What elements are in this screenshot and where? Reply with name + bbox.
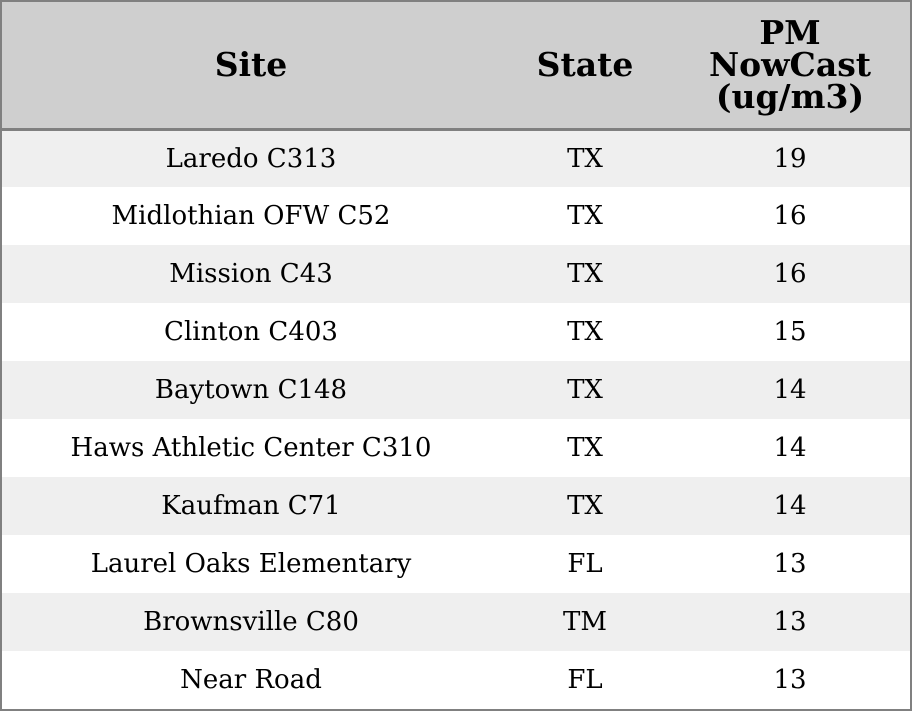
cell-state: TX	[567, 491, 603, 521]
cell-pm: 13	[773, 549, 807, 579]
cell-pm: 16	[773, 259, 807, 289]
header-pm-nowcast: PM NowCast (ug/m3)	[670, 2, 910, 131]
table-row: Clinton C403 TX 15	[2, 303, 910, 361]
table-row: Haws Athletic Center C310 TX 14	[2, 419, 910, 477]
table-row: Baytown C148 TX 14	[2, 361, 910, 419]
cell-site: Baytown C148	[154, 375, 348, 405]
cell-pm: 15	[773, 317, 807, 347]
cell-state: TM	[563, 607, 607, 637]
cell-pm: 14	[773, 491, 807, 521]
table-row: Near Road FL 13	[2, 651, 910, 709]
cell-state: TX	[567, 433, 603, 463]
table-row: Laredo C313 TX 19	[2, 129, 910, 187]
cell-site: Kaufman C71	[161, 491, 341, 521]
cell-site: Near Road	[180, 665, 322, 695]
header-pm-line-1: PM	[759, 12, 821, 52]
header-pm-line-2: NowCast	[708, 44, 872, 84]
cell-state: TX	[567, 259, 603, 289]
cell-pm: 14	[773, 375, 807, 405]
cell-state: FL	[567, 665, 603, 695]
cell-state: TX	[567, 201, 603, 231]
cell-site: Mission C43	[169, 259, 333, 289]
table-row: Kaufman C71 TX 14	[2, 477, 910, 535]
header-row: Site State PM NowCast (ug/m3)	[2, 2, 910, 131]
cell-state: TX	[567, 375, 603, 405]
cell-site: Laurel Oaks Elementary	[90, 549, 412, 579]
table-header: Site State PM NowCast (ug/m3)	[2, 2, 910, 131]
cell-state: TX	[567, 143, 603, 174]
cell-site: Laredo C313	[165, 143, 337, 174]
header-pm-line-3: (ug/m3)	[715, 76, 865, 116]
cell-pm: 13	[773, 607, 807, 637]
table-row: Brownsville C80 TM 13	[2, 593, 910, 651]
header-site: Site	[2, 2, 500, 131]
header-state: State	[500, 2, 670, 131]
cell-state: FL	[567, 549, 603, 579]
cell-pm: 19	[773, 143, 807, 174]
cell-state: TX	[567, 317, 603, 347]
cell-pm: 14	[773, 433, 807, 463]
table-row: Midlothian OFW C52 TX 16	[2, 187, 910, 245]
cell-site: Midlothian OFW C52	[111, 201, 391, 231]
cell-site: Haws Athletic Center C310	[70, 433, 432, 463]
cell-site: Clinton C403	[164, 317, 338, 347]
cell-site: Brownsville C80	[143, 607, 359, 637]
cell-pm: 13	[773, 665, 807, 695]
table-row: Laurel Oaks Elementary FL 13	[2, 535, 910, 593]
table-row: Mission C43 TX 16	[2, 245, 910, 303]
table-body: Laredo C313 TX 19 Midlothian OFW C52 TX …	[2, 129, 910, 709]
cell-pm: 16	[773, 201, 807, 231]
